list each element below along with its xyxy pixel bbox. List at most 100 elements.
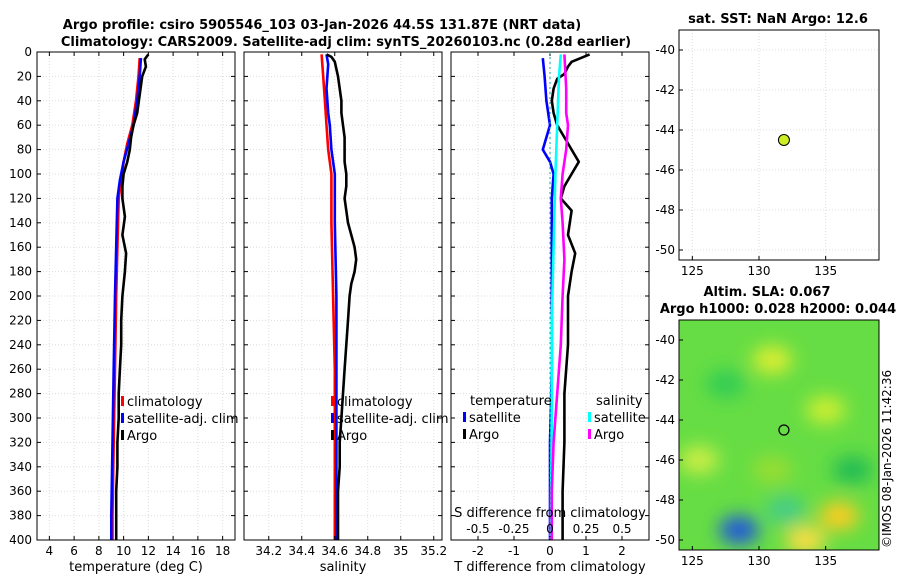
y-tick-label: 320 [9, 435, 32, 449]
y-tick-label: -40 [655, 43, 675, 57]
argo-location-marker [777, 134, 790, 146]
x-tick-label: 1 [582, 544, 590, 558]
legend-swatch [331, 413, 334, 423]
x-tick-label: 2 [618, 544, 626, 558]
x-tick-label: 135 [814, 264, 837, 278]
sst-map-panel: 125 130 135 -40 -42 -44 -46 -48 -50 sat. SST: NaN… [655, 12, 880, 278]
x-tick-label: 130 [748, 554, 771, 568]
legend-label-0: climatology [337, 395, 413, 410]
series-line-argo [114, 53, 150, 540]
title-line-1: Argo profile: csiro 5905546_103 03-Jan-2… [63, 18, 581, 33]
x-tick-label: -2 [472, 544, 484, 558]
top-axis-label: S difference from climatology [454, 506, 646, 521]
legend-swatch [331, 430, 334, 440]
heatmap-patch [752, 456, 793, 484]
y-tick-label: -50 [655, 243, 675, 257]
top-tick-label: 0 [546, 522, 554, 536]
y-tick-label: 240 [9, 338, 32, 352]
heatmap-patch [679, 446, 719, 474]
x-tick-label: 35 [393, 544, 408, 558]
y-tick-label: 100 [9, 167, 32, 181]
legend-temp-satellite: satellite [469, 411, 521, 426]
y-tick-label: -44 [655, 413, 675, 427]
y-tick-label: 0 [24, 45, 32, 59]
x-tick-label: 130 [748, 264, 771, 278]
y-tick-label: 400 [9, 533, 32, 547]
heatmap-patch [765, 496, 806, 524]
heatmap-patch [705, 370, 746, 398]
x-tick-label: 4 [46, 544, 54, 558]
y-tick-label: 220 [9, 313, 32, 327]
y-tick-label: 380 [9, 509, 32, 523]
y-tick-label: 40 [17, 94, 32, 108]
x-tick-label: 125 [681, 554, 704, 568]
y-tick-label: -48 [655, 493, 675, 507]
x-tick-label: 34.2 [255, 544, 282, 558]
x-tick-label: 6 [70, 544, 78, 558]
legend-header-salinity: salinity [596, 394, 643, 409]
difference-panel: -2 -1 0 1 2 T difference from climatology S di… [450, 51, 650, 575]
heatmap-patch [832, 456, 873, 484]
legend-swatch [588, 412, 591, 422]
legend-swatch [588, 429, 591, 439]
y-tick-label: -44 [655, 123, 675, 137]
x-tick-label: 0 [546, 544, 554, 558]
sla-title-1: Altim. SLA: 0.067 [704, 285, 831, 300]
title-line-2: Climatology: CARS2009. Satellite-adj cli… [61, 35, 631, 50]
heatmap-patches [679, 346, 873, 550]
sst-title: sat. SST: NaN Argo: 12.6 [688, 12, 868, 27]
axes-box [678, 319, 880, 551]
y-tick-label: -42 [655, 83, 675, 97]
legend-swatch [121, 413, 124, 423]
legend-swatch [463, 412, 466, 422]
x-axis-label: temperature (deg C) [69, 560, 203, 575]
y-tick-label: -46 [655, 453, 675, 467]
y-tick-label: 280 [9, 387, 32, 401]
y-tick-label: -46 [655, 163, 675, 177]
legend-swatch [121, 396, 124, 406]
sla-map-panel: 125 130 135 -40 -42 -44 -46 -48 -50 Altim. SLA: 0… [655, 285, 896, 568]
sla-title-2: Argo h1000: 0.028 h2000: 0.044 [660, 302, 896, 317]
axes-box [678, 29, 880, 261]
top-tick-label: 0.5 [612, 522, 631, 536]
y-tick-label: -40 [655, 333, 675, 347]
heatmap-patch [752, 346, 793, 374]
x-tick-label: 34.4 [288, 544, 315, 558]
temperature-panel: 4 6 8 10 12 14 16 18020406080100120140160180200… [9, 45, 239, 575]
heatmap-patch [805, 396, 846, 424]
x-axis-label: T difference from climatology [453, 560, 646, 575]
argo-location-marker [778, 424, 790, 436]
series-line-salinity-satellite [549, 54, 563, 541]
top-tick-label: -0.5 [466, 522, 489, 536]
x-tick-label: 10 [116, 544, 131, 558]
y-tick-label: 140 [9, 216, 32, 230]
series-line-temperature-argo [550, 53, 591, 540]
legend-label-2: Argo [127, 429, 157, 444]
top-tick-label: -0.25 [498, 522, 529, 536]
heatmap-patch [819, 502, 859, 530]
y-tick-label: 360 [9, 484, 32, 498]
x-tick-label: 16 [190, 544, 205, 558]
y-tick-label: 120 [9, 191, 32, 205]
x-tick-label: 14 [165, 544, 180, 558]
top-tick-label: 0.25 [573, 522, 600, 536]
y-tick-label: 300 [9, 411, 32, 425]
imos-watermark: ©IMOS 08-Jan-2026 11:42:36 [880, 370, 894, 548]
series-line-satellite-adj-clim [325, 54, 338, 540]
y-tick-label: 200 [9, 289, 32, 303]
x-tick-label: 34.8 [354, 544, 381, 558]
y-tick-label: 180 [9, 265, 32, 279]
y-tick-label: 80 [17, 143, 32, 157]
y-tick-label: -50 [655, 533, 675, 547]
heatmap-patch [785, 526, 826, 550]
legend-sal-satellite: satellite [594, 411, 646, 426]
legend-sal-argo: Argo [594, 428, 624, 443]
x-tick-label: 18 [215, 544, 230, 558]
series-line-satellite-adj-clim [110, 58, 143, 540]
series-line-climatology [320, 54, 337, 540]
series-line-salinity-argo [550, 54, 570, 540]
x-tick-label: 125 [681, 264, 704, 278]
y-tick-label: 20 [17, 69, 32, 83]
legend-label-1: satellite-adj. clim [337, 412, 449, 427]
x-tick-label: 8 [95, 544, 103, 558]
